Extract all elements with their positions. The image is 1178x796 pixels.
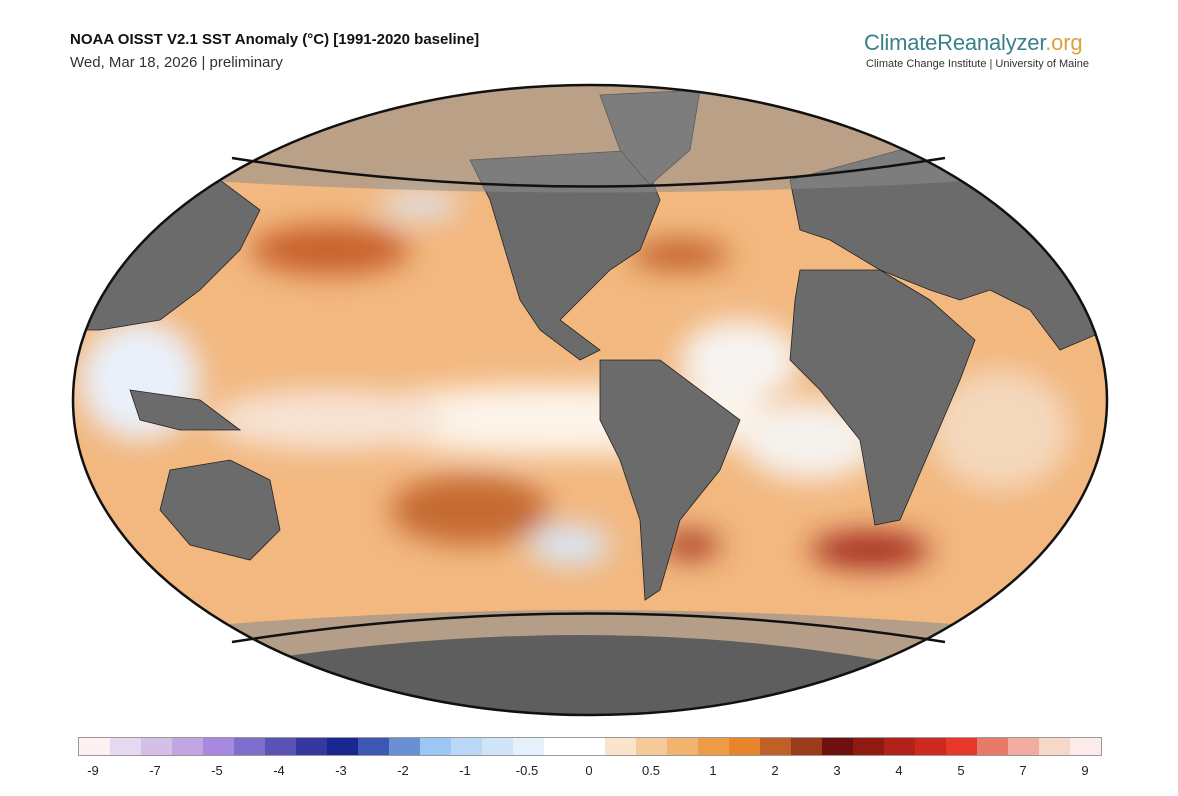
colorbar-tick-label: 4 (895, 763, 903, 778)
colorbar-swatch (884, 738, 916, 755)
colorbar-tick-label: 9 (1081, 763, 1089, 778)
north-america (469, 149, 661, 361)
colorbar (78, 737, 1102, 756)
colorbar-tick-label: -1 (459, 763, 471, 778)
colorbar-swatch (512, 738, 544, 755)
colorbar-tick-label: -5 (211, 763, 223, 778)
colorbar-swatch (977, 738, 1009, 755)
colorbar-swatch (233, 738, 265, 755)
colorbar-swatch (1070, 738, 1101, 755)
colorbar-swatch (140, 738, 172, 755)
logo-name: ClimateReanalyzer (864, 30, 1046, 55)
logo-tagline: Climate Change Institute | University of… (866, 58, 1089, 70)
australia (159, 459, 281, 561)
colorbar-swatch (171, 738, 203, 755)
colorbar-tick-label: -0.5 (515, 763, 539, 778)
colorbar-swatch (295, 738, 327, 755)
colorbar-swatch (915, 738, 947, 755)
colorbar-swatch (202, 738, 234, 755)
colorbar-swatch (853, 738, 885, 755)
south-america (599, 359, 741, 601)
colorbar-tick-label: 1 (709, 763, 717, 778)
antarctic-boundary-line (231, 612, 946, 644)
colorbar-swatch (574, 738, 606, 755)
logo-suffix: .org (1045, 30, 1083, 55)
colorbar-swatch (79, 738, 110, 755)
colorbar-swatch (1008, 738, 1040, 755)
colorbar-tick-label: 0.5 (641, 763, 661, 778)
colorbar-tick-label: 7 (1019, 763, 1027, 778)
colorbar-swatch (698, 738, 730, 755)
colorbar-tick-label: -9 (87, 763, 99, 778)
colorbar-swatch (419, 738, 451, 755)
colorbar-swatch (388, 738, 420, 755)
colorbar-tick-label: -3 (335, 763, 347, 778)
colorbar-tick-label: 2 (771, 763, 779, 778)
colorbar-tick-label: -4 (273, 763, 285, 778)
colorbar-swatch (1039, 738, 1070, 755)
colorbar-tick-label: -7 (149, 763, 161, 778)
colorbar-tick-label: 0 (585, 763, 593, 778)
sst-anomaly-map (71, 83, 1109, 717)
colorbar-swatch (264, 738, 296, 755)
colorbar-swatch (667, 738, 699, 755)
colorbar-swatch (729, 738, 761, 755)
colorbar-swatch (481, 738, 513, 755)
map-date: Wed, Mar 18, 2026 | preliminary (70, 54, 283, 71)
logo: ClimateReanalyzer.org (864, 30, 1083, 56)
africa (789, 269, 976, 526)
colorbar-swatch (822, 738, 854, 755)
colorbar-swatch (791, 738, 823, 755)
colorbar-swatch (109, 738, 141, 755)
maritime-asia (129, 389, 242, 431)
colorbar-tick-label: -2 (397, 763, 409, 778)
colorbar-swatch (543, 738, 575, 755)
arctic-boundary-line (231, 156, 946, 188)
colorbar-swatch (326, 738, 358, 755)
arctic-mask (73, 85, 1107, 193)
colorbar-swatch (760, 738, 792, 755)
colorbar-tick-label: 5 (957, 763, 965, 778)
map-title: NOAA OISST V2.1 SST Anomaly (°C) [1991-2… (70, 31, 480, 48)
colorbar-tick-label: 3 (833, 763, 841, 778)
colorbar-swatch (946, 738, 978, 755)
colorbar-swatch (357, 738, 389, 755)
colorbar-swatch (450, 738, 482, 755)
globe-outline (71, 83, 1109, 717)
colorbar-swatch (605, 738, 637, 755)
colorbar-swatch (636, 738, 668, 755)
